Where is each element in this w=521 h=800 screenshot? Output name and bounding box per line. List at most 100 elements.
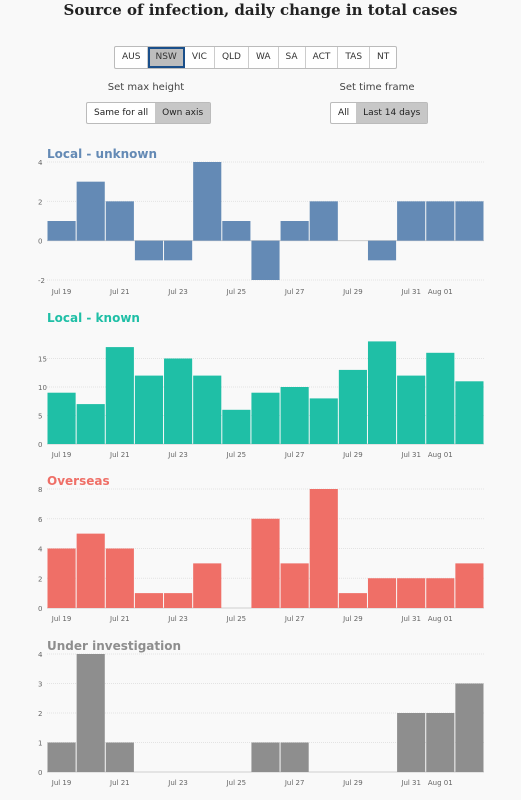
bar (105, 347, 134, 444)
bar (105, 742, 134, 772)
bar (397, 375, 426, 444)
bar (105, 201, 134, 241)
x-tick-label: Aug 01 (428, 615, 453, 623)
bar (47, 221, 76, 241)
tab-sa[interactable]: SA (279, 47, 306, 68)
bar (309, 489, 338, 608)
bar (76, 404, 105, 444)
time-frame-toggle: All Last 14 days (330, 102, 429, 124)
x-tick-label: Jul 25 (226, 288, 247, 296)
bar (309, 201, 338, 241)
x-tick-label: Jul 27 (284, 615, 305, 623)
bar (222, 409, 251, 444)
x-tick-label: Jul 23 (167, 288, 188, 296)
bar (338, 593, 367, 608)
y-tick-label: 8 (38, 486, 42, 494)
x-tick-label: Aug 01 (428, 451, 453, 459)
bar (280, 387, 309, 444)
panel-title: Local - unknown (47, 147, 157, 161)
tab-aus[interactable]: AUS (115, 47, 149, 68)
x-tick-label: Jul 23 (167, 451, 188, 459)
bar (280, 563, 309, 608)
x-tick-label: Jul 23 (167, 779, 188, 787)
bar (251, 240, 280, 280)
max-height-option-own-axis[interactable]: Own axis (155, 103, 211, 123)
x-tick-label: Jul 31 (400, 615, 421, 623)
x-tick-label: Jul 19 (51, 288, 72, 296)
max-height-toggle: Same for all Own axis (86, 102, 212, 124)
x-tick-label: Jul 27 (284, 779, 305, 787)
y-tick-label: -2 (38, 277, 45, 285)
chart-panel-4: Under investigation 0 1 2 3 4 Jul 19 Jul 21 Jul … (38, 639, 484, 787)
chart-title: Source of infection, daily change in tot… (63, 1, 458, 19)
bar (251, 742, 280, 772)
bar (76, 181, 105, 241)
time-frame-option-all[interactable]: All (338, 108, 350, 118)
bar (367, 578, 397, 608)
y-tick-label: 1 (38, 740, 42, 748)
tab-vic[interactable]: VIC (185, 47, 215, 68)
bar (367, 341, 397, 444)
bar (164, 358, 193, 444)
y-tick-label: 5 (38, 413, 42, 421)
y-tick-label: 0 (38, 769, 42, 777)
y-tick-label: 0 (38, 441, 42, 449)
tab-nt[interactable]: NT (377, 52, 390, 62)
bar (222, 221, 251, 241)
chart-panel-1: Local - unknown -2 0 2 4 Jul 19 Jul 21 Jul 23 Ju… (38, 147, 484, 296)
bar (338, 369, 367, 444)
bar (251, 392, 280, 444)
bar (397, 713, 426, 772)
x-tick-label: Jul 19 (51, 779, 72, 787)
bar (193, 563, 222, 608)
bar (309, 398, 338, 444)
panel-title: Overseas (47, 474, 110, 488)
y-tick-label: 2 (38, 575, 42, 583)
x-tick-label: Jul 21 (109, 779, 130, 787)
x-tick-label: Aug 01 (428, 779, 453, 787)
x-tick-label: Jul 29 (342, 451, 363, 459)
x-tick-label: Jul 31 (400, 779, 421, 787)
bar (47, 742, 76, 772)
y-tick-label: 2 (38, 710, 42, 718)
x-tick-label: Jul 21 (109, 288, 130, 296)
time-frame-option-last-14-days[interactable]: Last 14 days (356, 103, 428, 123)
x-tick-label: Jul 31 (400, 451, 421, 459)
bar (134, 375, 164, 444)
chart-panel-2: Local - known 0 5 10 15 Jul 19 Jul 21 Jul 23 Jul… (38, 311, 484, 459)
tab-qld[interactable]: QLD (215, 47, 249, 68)
bar (280, 742, 309, 772)
bar (426, 201, 455, 241)
bar (164, 240, 193, 261)
tab-wa[interactable]: WA (249, 47, 279, 68)
x-tick-label: Jul 29 (342, 615, 363, 623)
x-tick-label: Jul 27 (284, 288, 305, 296)
y-tick-label: 4 (38, 651, 43, 659)
bar (426, 352, 455, 444)
tab-tas[interactable]: TAS (338, 47, 371, 68)
bar (134, 240, 164, 261)
bar (193, 375, 222, 444)
x-tick-label: Jul 19 (51, 615, 72, 623)
bar (164, 593, 193, 608)
bar (134, 593, 164, 608)
y-tick-label: 2 (38, 198, 42, 206)
y-tick-label: 15 (38, 356, 47, 364)
x-tick-label: Jul 25 (226, 779, 247, 787)
max-height-label: Set max height (107, 82, 185, 93)
x-tick-label: Jul 19 (51, 451, 72, 459)
max-height-option-same-for-all[interactable]: Same for all (94, 108, 149, 118)
y-tick-label: 10 (38, 384, 47, 392)
panel-title: Local - known (47, 311, 140, 325)
bar (47, 392, 76, 444)
x-tick-label: Jul 25 (226, 451, 247, 459)
bar (426, 578, 455, 608)
bar (76, 654, 105, 772)
state-tabs: AUS NSW VIC QLD WA SA ACT TAS NT (114, 46, 398, 69)
tab-nsw[interactable]: NSW (148, 47, 185, 68)
y-tick-label: 0 (38, 605, 42, 613)
bar (47, 548, 76, 608)
bar (397, 201, 426, 241)
tab-act[interactable]: ACT (306, 47, 339, 68)
